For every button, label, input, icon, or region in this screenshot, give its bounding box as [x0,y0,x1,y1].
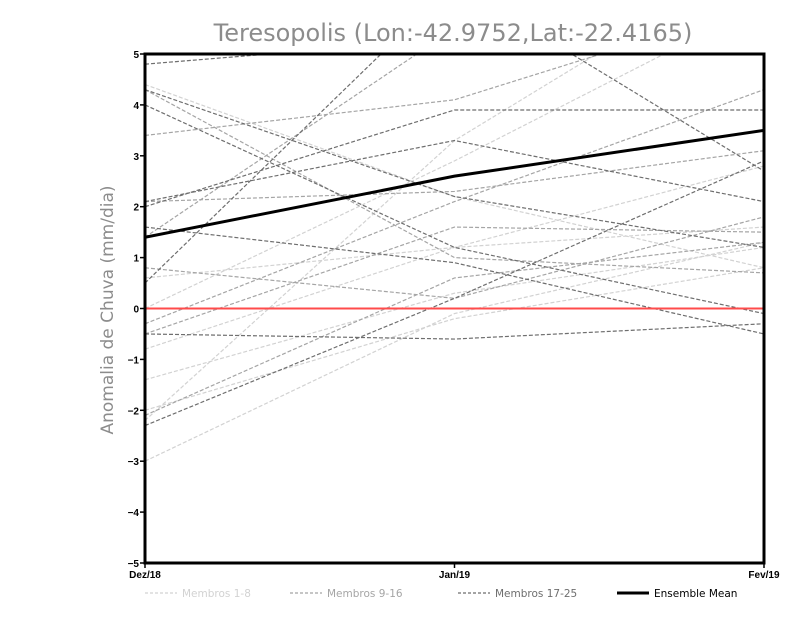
member-line-9 [145,54,604,137]
chart-title: Teresopolis (Lon:-42.9752,Lat:-22.4165) [213,19,693,47]
member-line-6 [145,54,598,421]
member-line-5 [145,54,666,310]
member-line-25 [145,226,764,335]
member-line-16 [145,241,764,416]
member-line-17 [145,54,277,65]
y-tick-label: −3 [128,457,140,468]
member-line-24 [145,89,764,249]
member-line-2 [145,241,764,462]
member-line-4 [145,165,764,350]
y-tick-label: −2 [128,406,140,417]
ensemble-mean-group [145,128,764,239]
member-line-22 [145,323,764,340]
member-line-20 [145,160,764,427]
member-line-23 [145,109,764,208]
member-line-19 [145,54,764,284]
member-line-21 [145,139,764,203]
member-line-8 [145,267,764,411]
y-tick-label: 5 [133,50,139,61]
x-tick-label: Dez/18 [129,570,161,581]
y-tick-label: 4 [133,101,139,112]
member-line-14 [145,226,764,335]
legend: Membros 1-8 Membros 9-16 Membros 17-25 Ense… [145,588,737,600]
legend-label: Ensemble Mean [654,588,737,600]
ensemble-mean-line [145,128,764,239]
member-line-13 [145,216,764,299]
y-tick-label: 0 [133,305,139,316]
member-line-3 [145,246,764,381]
y-tick-label: −5 [128,559,140,570]
y-tick-label: −4 [128,508,140,519]
y-tick-label: 3 [133,152,139,163]
y-tick-label: 1 [133,254,139,265]
y-tick-label: −1 [128,355,140,366]
y-tick-label: 2 [133,203,139,214]
x-ticks-group: Dez/18 Jan/19 Fev/19 [129,563,780,581]
y-axis-label: Anomalia de Chuva (mm/dia) [98,185,118,434]
member-line-18 [145,104,764,315]
legend-label: Membros 1-8 [182,588,251,600]
y-ticks-group: 5 4 3 2 1 0 −1 −2 −3 −4 −5 [128,50,145,570]
legend-label: Membros 17-25 [495,588,577,600]
legend-label: Membros 9-16 [327,588,403,600]
member-line-7 [145,226,764,279]
series-group [145,54,764,462]
member-line-15 [145,89,764,274]
member-line-12 [145,89,764,325]
x-tick-label: Fev/19 [748,570,780,581]
member-line-10 [145,150,764,203]
x-tick-label: Jan/19 [439,570,471,581]
